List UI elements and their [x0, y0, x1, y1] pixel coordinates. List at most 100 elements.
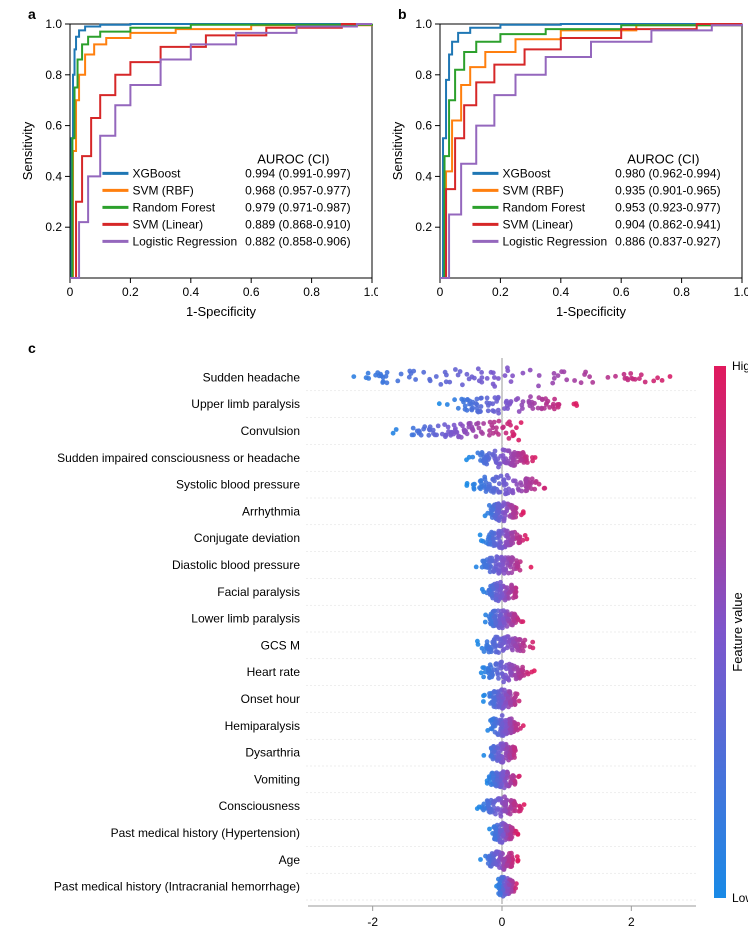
shap-dot — [493, 861, 498, 866]
shap-dot — [500, 425, 505, 430]
shap-dot — [447, 380, 452, 385]
shap-dot — [491, 370, 496, 375]
shap-dot — [495, 806, 500, 811]
legend-name-0: XGBoost — [502, 166, 551, 180]
shap-dot — [494, 541, 499, 546]
shap-dot — [446, 425, 451, 430]
shap-dot — [437, 401, 442, 406]
shap-dot — [501, 447, 506, 452]
shap-dot — [495, 475, 500, 480]
svg-text:0.6: 0.6 — [45, 119, 62, 133]
legend-name-1: SVM (RBF) — [132, 183, 193, 197]
shap-dot — [513, 691, 518, 696]
svg-text:AUROC (CI): AUROC (CI) — [627, 151, 699, 166]
shap-dot — [483, 620, 488, 625]
shap-dot — [498, 829, 503, 834]
shap-dot — [519, 674, 524, 679]
shap-dot — [507, 717, 512, 722]
shap-dot — [502, 567, 507, 572]
shap-dot — [505, 561, 510, 566]
shap-dot — [486, 802, 491, 807]
shap-dot — [500, 773, 505, 778]
shap-dot — [483, 477, 488, 482]
shap-feature-label-17: Past medical history (Hypertension) — [111, 826, 300, 840]
shap-dot — [502, 406, 507, 411]
shap-dot — [526, 483, 531, 488]
shap-dot — [502, 483, 507, 488]
shap-dot — [508, 781, 513, 786]
shap-dot — [485, 511, 490, 516]
shap-dot — [482, 456, 487, 461]
shap-dot — [508, 832, 513, 837]
shap-dot — [496, 432, 501, 437]
shap-dot — [501, 500, 506, 505]
shap-dot — [505, 746, 510, 751]
shap-dot — [413, 377, 418, 382]
shap-dot — [456, 373, 461, 378]
shap-dot — [465, 408, 470, 413]
shap-dot — [496, 411, 501, 416]
shap-dot — [651, 379, 656, 384]
shap-dot — [509, 622, 514, 627]
shap-dot — [500, 722, 505, 727]
legend-auroc-0: 0.994 (0.991-0.997) — [245, 166, 350, 180]
shap-beeswarm: Sudden headacheUpper limb paralysisConvu… — [8, 350, 748, 940]
shap-dot — [394, 427, 399, 432]
shap-dot — [559, 369, 564, 374]
shap-dot — [507, 858, 512, 863]
shap-dot — [542, 486, 547, 491]
shap-dot — [507, 436, 512, 441]
shap-dot — [655, 375, 660, 380]
shap-dot — [464, 457, 469, 462]
shap-dot — [494, 661, 499, 666]
shap-dot — [521, 509, 526, 514]
shap-dot — [498, 891, 503, 896]
shap-dot — [438, 382, 443, 387]
svg-text:0.4: 0.4 — [415, 169, 432, 183]
shap-dot — [496, 517, 501, 522]
legend-auroc-4: 0.882 (0.858-0.906) — [245, 234, 350, 248]
shap-dot — [643, 380, 648, 385]
svg-text:Sensitivity: Sensitivity — [390, 121, 405, 180]
shap-dot — [417, 430, 422, 435]
shap-dot — [511, 511, 516, 516]
shap-dot — [501, 833, 506, 838]
svg-text:0.2: 0.2 — [492, 285, 509, 299]
shap-dot — [427, 377, 432, 382]
shap-dot — [443, 434, 448, 439]
shap-dot — [516, 488, 521, 493]
shap-dot — [582, 372, 587, 377]
shap-dot — [476, 421, 481, 426]
svg-text:0.8: 0.8 — [45, 68, 62, 82]
legend-name-2: Random Forest — [502, 200, 585, 214]
shap-dot — [572, 378, 577, 383]
shap-dot — [497, 509, 502, 514]
shap-dot — [453, 367, 458, 372]
shap-dot — [501, 608, 506, 613]
shap-feature-label-13: Hemiparalysis — [225, 719, 300, 733]
shap-dot — [493, 395, 498, 400]
shap-dot — [384, 374, 389, 379]
shap-dot — [529, 670, 534, 675]
shap-dot — [503, 598, 508, 603]
shap-dot — [629, 376, 634, 381]
shap-dot — [478, 857, 483, 862]
svg-text:1.0: 1.0 — [45, 17, 62, 31]
shap-dot — [479, 538, 484, 543]
shap-dot — [456, 406, 461, 411]
shap-dot — [504, 491, 509, 496]
shap-dot — [489, 423, 494, 428]
shap-dot — [496, 751, 501, 756]
shap-dot — [503, 373, 508, 378]
svg-text:0.8: 0.8 — [415, 68, 432, 82]
shap-dot — [486, 861, 491, 866]
shap-feature-label-3: Sudden impaired consciousness or headach… — [57, 451, 300, 465]
shap-dot — [502, 620, 507, 625]
shap-dot — [622, 372, 627, 377]
shap-dot — [510, 534, 515, 539]
shap-dot — [536, 384, 541, 389]
shap-feature-label-9: Lower limb paralysis — [191, 612, 300, 626]
svg-text:0.6: 0.6 — [415, 119, 432, 133]
legend-name-0: XGBoost — [132, 166, 181, 180]
shap-dot — [512, 747, 517, 752]
